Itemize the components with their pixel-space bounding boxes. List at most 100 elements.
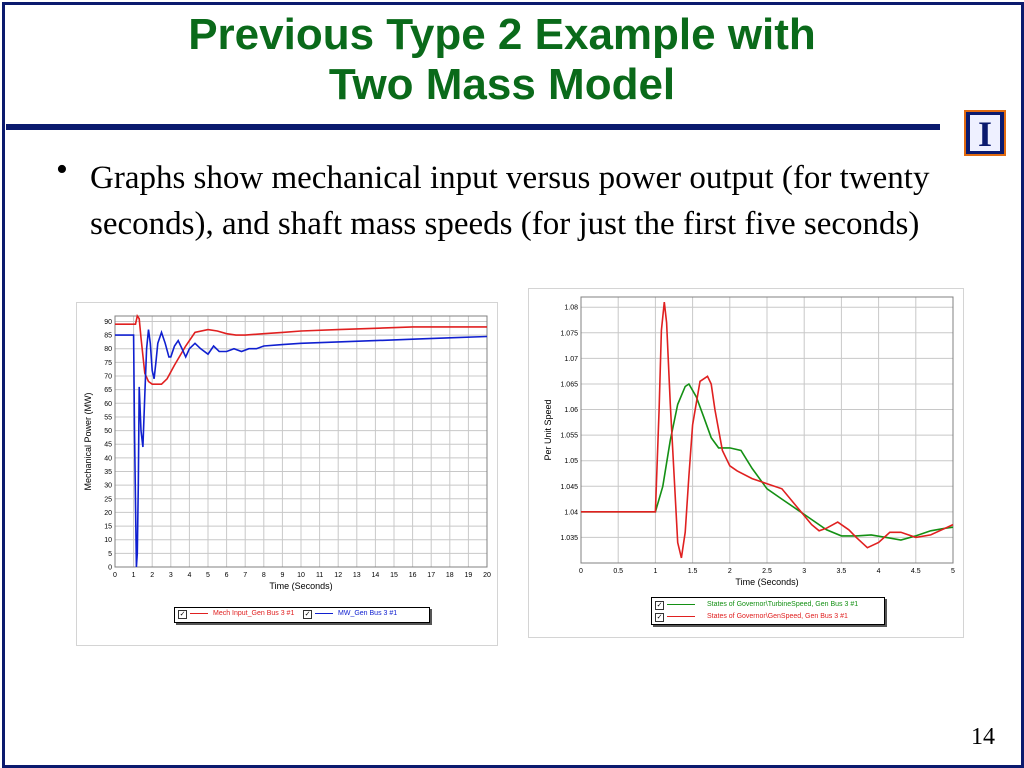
y-tick-label: 1.055: [560, 433, 578, 440]
x-tick-label: 5: [951, 568, 955, 575]
x-tick-label: 8: [262, 572, 266, 579]
checkbox-icon[interactable]: ✓: [178, 610, 187, 619]
y-tick-label: 35: [104, 469, 112, 476]
y-tick-label: 10: [104, 537, 112, 544]
x-tick-label: 5: [206, 572, 210, 579]
y-tick-label: 1.035: [560, 535, 578, 542]
x-tick-label: 10: [297, 572, 305, 579]
logo-glyph: I: [970, 115, 1000, 153]
y-tick-label: 65: [104, 387, 112, 394]
legend-item-mw[interactable]: ✓ MW_Gen Bus 3 #1: [303, 608, 425, 620]
x-tick-label: 2: [150, 572, 154, 579]
x-tick-label: 17: [427, 572, 435, 579]
x-tick-label: 14: [372, 572, 380, 579]
x-tick-label: 2: [728, 568, 732, 575]
x-tick-label: 4: [187, 572, 191, 579]
y-tick-label: 60: [104, 401, 112, 408]
series-line-1: [115, 314, 487, 385]
legend-swatch-green: [667, 604, 695, 605]
plot-border: [114, 315, 488, 568]
speed-chart: 1.035 1.04 1.045 1.05 1.055 1.06 1.065 1.07 1.07…: [543, 296, 955, 587]
legend-swatch-blue: [315, 613, 333, 614]
x-tick-label: 3: [802, 568, 806, 575]
x-tick-label: 4: [877, 568, 881, 575]
x-tick-label: 0: [579, 568, 583, 575]
x-tick-label: 1.5: [688, 568, 698, 575]
legend-item-gen-speed[interactable]: ✓ States of Governor\GenSpeed, Gen Bus 3…: [655, 611, 881, 623]
x-tick-label: 0.5: [613, 568, 623, 575]
legend-label: States of Governor\GenSpeed, Gen Bus 3 #…: [707, 613, 848, 620]
y-tick-label: 55: [104, 414, 112, 421]
y-tick-label: 1.04: [564, 509, 578, 516]
bullet-text: Graphs show mechanical input versus powe…: [90, 160, 930, 242]
checkbox-icon[interactable]: ✓: [303, 610, 312, 619]
y-tick-label: 0: [108, 565, 112, 572]
y-tick-label: 1.065: [560, 381, 578, 388]
university-logo: I: [964, 110, 1006, 156]
legend-swatch-red: [190, 613, 208, 614]
y-tick-label: 70: [104, 374, 112, 381]
plot-border: [580, 296, 954, 564]
title-line-1: Previous Type 2 Example with: [188, 10, 816, 59]
x-tick-label: 9: [280, 572, 284, 579]
title-line-2: Two Mass Model: [328, 60, 676, 109]
y-tick-label: 5: [108, 551, 112, 558]
y-tick-label: 1.06: [564, 407, 578, 414]
legend-item-turbine-speed[interactable]: ✓ States of Governor\TurbineSpeed, Gen B…: [655, 599, 881, 611]
x-tick-label: 13: [353, 572, 361, 579]
series-line-1: [581, 382, 954, 541]
page-number: 14: [971, 724, 995, 750]
y-tick-label: 1.045: [560, 484, 578, 491]
legend-label: States of Governor\TurbineSpeed, Gen Bus…: [707, 601, 859, 608]
y-tick-label: 1.07: [564, 356, 578, 363]
legend-swatch-red: [667, 616, 695, 617]
x-tick-label: 20: [483, 572, 491, 579]
x-tick-label: 4.5: [911, 568, 921, 575]
power-chart-legend: ✓ Mech Input_Gen Bus 3 #1 ✓ MW_Gen Bus 3…: [174, 607, 430, 623]
x-tick-label: 16: [409, 572, 417, 579]
y-tick-label: 50: [104, 428, 112, 435]
y-tick-label: 85: [104, 333, 112, 340]
legend-item-mech-input[interactable]: ✓ Mech Input_Gen Bus 3 #1: [178, 608, 300, 620]
x-tick-label: 2.5: [762, 568, 772, 575]
x-tick-label: 0: [113, 572, 117, 579]
speed-chart-legend: ✓ States of Governor\TurbineSpeed, Gen B…: [651, 597, 885, 625]
y-axis-label: Mechanical Power (MW): [83, 392, 93, 490]
y-tick-label: 1.05: [564, 458, 578, 465]
y-tick-label: 45: [104, 442, 112, 449]
y-tick-label: 75: [104, 360, 112, 367]
checkbox-icon[interactable]: ✓: [655, 601, 664, 610]
y-tick-label: 80: [104, 346, 112, 353]
x-tick-label: 3: [169, 572, 173, 579]
x-tick-label: 1: [132, 572, 136, 579]
bullet-icon: •: [56, 151, 68, 188]
slide-title: Previous Type 2 Example with Two Mass Mo…: [20, 10, 984, 110]
x-tick-label: 15: [390, 572, 398, 579]
y-tick-label: 15: [104, 524, 112, 531]
x-tick-label: 7: [243, 572, 247, 579]
x-axis-label: Time (Seconds): [735, 577, 798, 587]
speed-chart-panel: 1.035 1.04 1.045 1.05 1.055 1.06 1.065 1.07 1.07…: [528, 288, 964, 638]
x-tick-label: 1: [653, 568, 657, 575]
y-tick-label: 25: [104, 496, 112, 503]
x-tick-label: 6: [225, 572, 229, 579]
series-line-2: [581, 302, 954, 559]
legend-label: Mech Input_Gen Bus 3 #1: [213, 610, 295, 617]
y-axis-label: Per Unit Speed: [543, 399, 553, 460]
x-tick-label: 19: [465, 572, 473, 579]
power-chart-panel: 0 5 10 15 20 25 30 35 40 45 50 55 60 65 70 75 80 85 90 0 1 2 3…: [76, 302, 498, 646]
y-tick-label: 40: [104, 455, 112, 462]
y-tick-label: 1.08: [564, 305, 578, 312]
title-rule: [6, 124, 940, 130]
y-tick-label: 20: [104, 510, 112, 517]
y-tick-label: 90: [104, 319, 112, 326]
checkbox-icon[interactable]: ✓: [655, 613, 664, 622]
y-tick-label: 1.075: [560, 330, 578, 337]
legend-label: MW_Gen Bus 3 #1: [338, 610, 398, 617]
series-line-2: [115, 329, 488, 568]
x-tick-label: 3.5: [837, 568, 847, 575]
y-tick-label: 30: [104, 483, 112, 490]
x-tick-label: 18: [446, 572, 454, 579]
x-axis-label: Time (Seconds): [269, 581, 332, 591]
